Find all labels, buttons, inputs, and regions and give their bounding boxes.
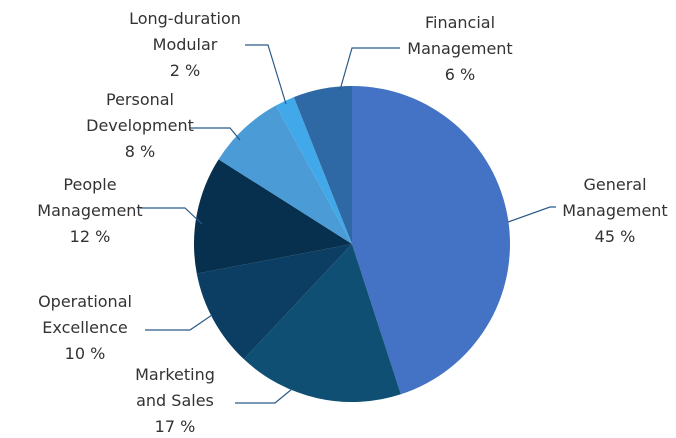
- value-label: 10 %: [64, 344, 106, 363]
- pie-slice: [243, 244, 401, 402]
- leader-line: [507, 206, 556, 223]
- value-label: 6 %: [444, 65, 476, 84]
- category-name: People Management: [37, 175, 143, 220]
- slice-label: Personal Development 8 %: [50, 87, 230, 165]
- category-name: Long-duration Modular: [129, 9, 241, 54]
- category-name: Marketing and Sales: [135, 365, 215, 410]
- leader-line: [235, 388, 293, 404]
- category-name: Operational Excellence: [38, 292, 132, 337]
- value-label: 17 %: [154, 417, 196, 436]
- slice-label: General Management 45 %: [525, 172, 676, 250]
- leader-line: [140, 207, 203, 225]
- category-name: Personal Development: [86, 90, 194, 135]
- slice-label: Operational Excellence 10 %: [0, 289, 175, 367]
- pie-slice: [352, 86, 510, 395]
- value-label: 8 %: [124, 142, 156, 161]
- leader-line: [190, 127, 241, 141]
- leader-line: [145, 314, 213, 331]
- category-name: Financial Management: [407, 13, 513, 58]
- slice-label: People Management 12 %: [0, 172, 180, 250]
- value-label: 2 %: [169, 61, 201, 80]
- pie-slice: [275, 97, 352, 245]
- pie-slice: [194, 159, 352, 274]
- leader-line: [339, 47, 400, 91]
- slice-label: Long-duration Modular 2 %: [95, 6, 275, 84]
- category-name: General Management: [562, 175, 668, 220]
- pie-slice: [293, 86, 352, 244]
- value-label: 45 %: [594, 227, 636, 246]
- pie-slice: [196, 244, 352, 360]
- value-label: 12 %: [69, 227, 111, 246]
- slice-label: Marketing and Sales 17 %: [85, 362, 265, 438]
- pie-slice: [218, 105, 352, 244]
- slice-label: Financial Management 6 %: [370, 10, 550, 88]
- leader-line: [245, 44, 287, 105]
